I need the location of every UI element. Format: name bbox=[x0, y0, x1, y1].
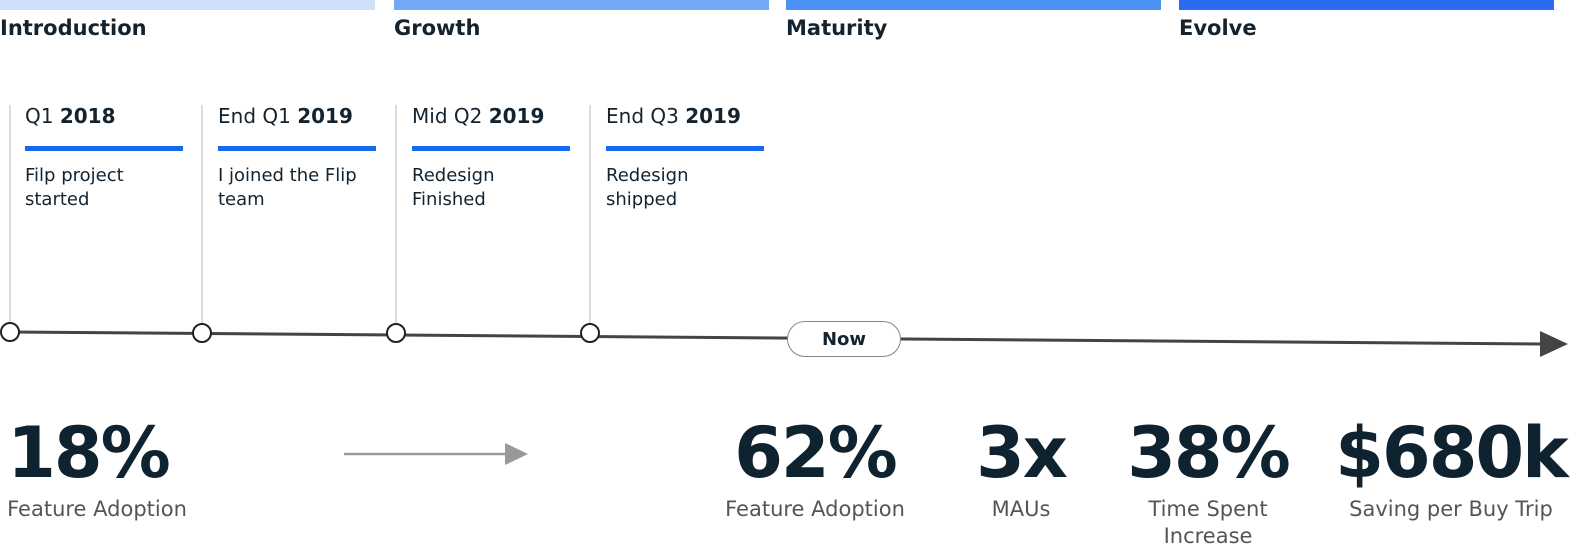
timeline-arrowhead bbox=[1540, 331, 1568, 357]
phase-bar bbox=[1179, 0, 1554, 10]
metric-value: $680k bbox=[1335, 412, 1568, 494]
milestone-year: 2019 bbox=[297, 104, 353, 128]
milestone-description: Redesign Finished bbox=[412, 165, 495, 210]
metric-label: Time Spent Increase bbox=[1148, 497, 1268, 548]
milestone-period: End Q1 bbox=[218, 104, 291, 128]
phase-label: Evolve bbox=[1179, 16, 1257, 40]
milestone-dot bbox=[192, 323, 212, 343]
milestone-period: End Q3 bbox=[606, 104, 679, 128]
milestone-dot bbox=[386, 323, 406, 343]
milestone-dot bbox=[580, 323, 600, 343]
metric-label: Feature Adoption bbox=[7, 497, 187, 521]
milestone-year: 2018 bbox=[59, 104, 116, 128]
phase-bar bbox=[786, 0, 1161, 10]
phase-bar bbox=[394, 0, 769, 10]
milestone-heading: Q1 2018 bbox=[25, 104, 116, 128]
metric-label: MAUs bbox=[991, 497, 1051, 521]
metric-value: 62% bbox=[734, 412, 898, 494]
milestone-description: I joined the Flip team bbox=[218, 165, 357, 210]
phase-label: Growth bbox=[394, 16, 481, 40]
milestone-underline bbox=[606, 146, 764, 151]
phase-bar bbox=[0, 0, 375, 10]
milestone-dot bbox=[0, 322, 20, 342]
milestone-underline bbox=[218, 146, 376, 151]
timeline-axis bbox=[9, 330, 1543, 346]
milestone-underline bbox=[25, 146, 183, 151]
metric-label: Saving per Buy Trip bbox=[1349, 497, 1553, 521]
milestone-underline bbox=[412, 146, 570, 151]
milestone-heading: End Q1 2019 bbox=[218, 104, 353, 128]
metric-value: 38% bbox=[1127, 412, 1291, 494]
milestone-description: Redesign shipped bbox=[606, 165, 689, 210]
phase-label: Introduction bbox=[0, 16, 147, 40]
now-marker: Now bbox=[787, 321, 901, 357]
milestone-description: Filp project started bbox=[25, 165, 124, 210]
milestone-period: Mid Q2 bbox=[412, 104, 483, 128]
milestone-heading: Mid Q2 2019 bbox=[412, 104, 544, 128]
milestone-period: Q1 bbox=[25, 104, 54, 128]
metric-value: 3x bbox=[976, 412, 1068, 494]
milestone-heading: End Q3 2019 bbox=[606, 104, 741, 128]
metric-value: 18% bbox=[7, 412, 171, 494]
progress-arrowhead bbox=[505, 443, 528, 465]
metric-label: Feature Adoption bbox=[725, 497, 905, 521]
phase-label: Maturity bbox=[786, 16, 888, 40]
milestone-year: 2019 bbox=[685, 104, 741, 128]
milestone-year: 2019 bbox=[488, 104, 545, 128]
